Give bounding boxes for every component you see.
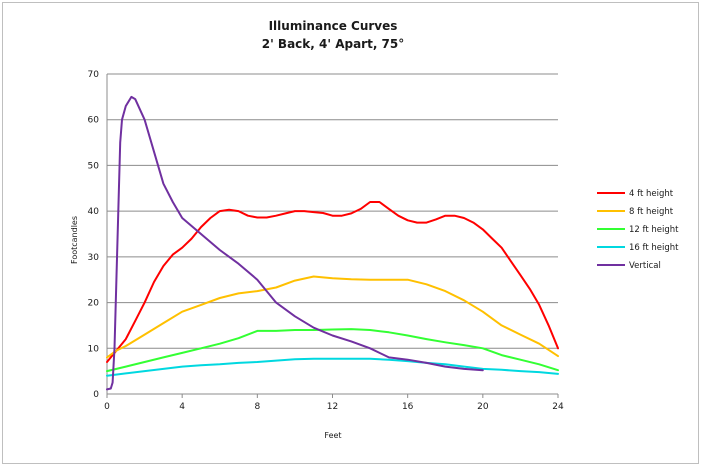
y-tick-label: 30 — [88, 253, 100, 263]
axes — [106, 74, 559, 398]
legend-label: Vertical — [629, 261, 661, 271]
x-tick-label: 4 — [179, 402, 185, 412]
y-tick-label: 70 — [88, 70, 100, 80]
tick-labels: 0 10 20 30 40 50 60 70 0 4 8 12 16 20 24 — [88, 70, 564, 412]
x-tick-label: 24 — [552, 402, 564, 412]
legend-label: 8 ft height — [629, 207, 674, 217]
x-axis-label: Feet — [324, 431, 341, 440]
x-tick-label: 8 — [254, 402, 260, 412]
y-axis-label: Footcandles — [70, 216, 79, 264]
y-tick-label: 50 — [88, 161, 100, 171]
legend-label: 16 ft height — [629, 243, 679, 253]
series-line-12-ft-height — [106, 328, 559, 373]
series-line-16-ft-height — [106, 357, 559, 377]
legend-label: 12 ft height — [629, 225, 679, 235]
x-tick-label: 16 — [402, 402, 414, 412]
legend-label: 4 ft height — [629, 189, 674, 199]
chart-svg: Illuminance Curves 2' Back, 4' Apart, 75… — [70, 19, 679, 440]
y-tick-label: 0 — [93, 390, 99, 400]
chart-subtitle: 2' Back, 4' Apart, 75° — [262, 37, 405, 51]
y-tick-label: 60 — [88, 116, 100, 126]
x-tick-label: 12 — [327, 402, 338, 412]
y-tick-label: 40 — [88, 207, 100, 217]
series-line-4-ft-height — [106, 201, 559, 363]
y-tick-label: 20 — [88, 299, 100, 309]
legend: 4 ft height 8 ft height 12 ft height 16 ft … — [597, 189, 679, 271]
series-line-vertical — [106, 95, 484, 391]
y-tick-label: 10 — [88, 344, 100, 354]
series-line-8-ft-height — [106, 275, 559, 359]
x-tick-label: 0 — [104, 402, 110, 412]
series-lines — [106, 95, 559, 391]
x-tick-label: 20 — [477, 402, 489, 412]
gridlines — [107, 73, 558, 349]
chart-title: Illuminance Curves — [269, 19, 398, 33]
